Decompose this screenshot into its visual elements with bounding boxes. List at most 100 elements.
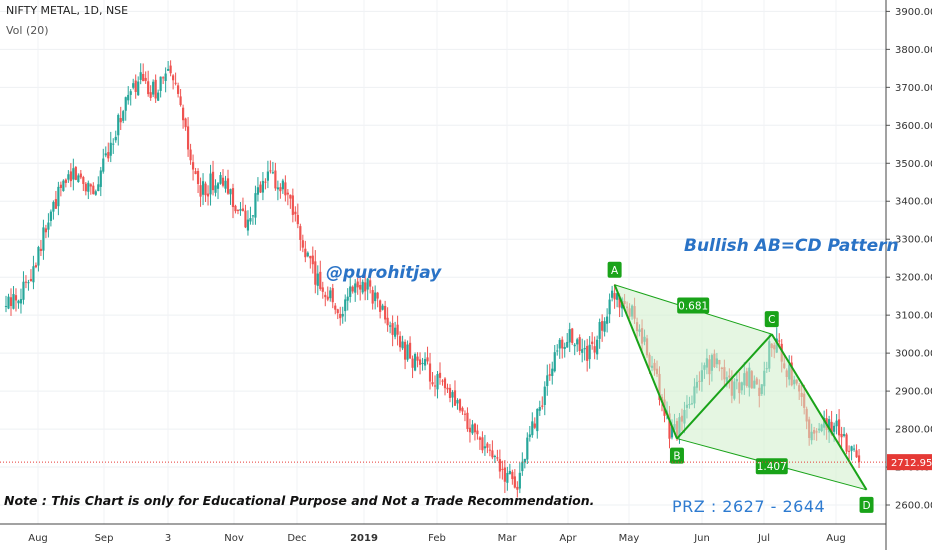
candle-body: [374, 292, 377, 302]
candle-body: [354, 283, 357, 293]
candle-body: [99, 170, 102, 187]
candle-body: [27, 282, 30, 284]
candle-body: [838, 419, 841, 436]
candle-body: [234, 205, 237, 212]
candle-body: [296, 214, 299, 225]
candle-body: [289, 194, 292, 199]
x-tick-label: Aug: [28, 533, 48, 544]
candle-body: [254, 193, 257, 218]
candle-body: [566, 341, 569, 348]
y-tick-label: 3300.00: [895, 235, 932, 246]
candle-body: [835, 420, 838, 427]
candle-body: [319, 271, 322, 289]
pattern-point-b-box: [669, 447, 684, 464]
x-tick-label: Mar: [498, 533, 518, 544]
candle-body: [62, 180, 65, 192]
candle-body: [411, 358, 414, 368]
candle-body: [276, 187, 279, 190]
pattern-title: Bullish AB=CD Pattern: [684, 236, 899, 256]
pattern-point-b-text: B: [673, 451, 680, 463]
candle-body: [196, 170, 200, 184]
candle-body: [361, 281, 364, 293]
disclaimer-note: Note : This Chart is only for Educationa…: [4, 493, 595, 508]
candle-body: [668, 413, 671, 439]
candle-body: [7, 296, 10, 309]
x-tick-label: May: [619, 533, 640, 544]
candle-body: [246, 219, 250, 231]
x-tick-label: Jun: [693, 533, 710, 544]
candle-body: [546, 375, 549, 387]
candle-body: [206, 193, 210, 197]
candle-body: [336, 309, 339, 314]
candle-body: [311, 255, 314, 265]
candle-body: [503, 467, 506, 482]
candle-body: [431, 382, 434, 385]
candle-body: [518, 472, 521, 489]
candle-body: [149, 92, 152, 98]
candle-body: [418, 359, 422, 365]
candle-body: [548, 374, 551, 376]
candle-body: [294, 211, 297, 215]
candle-body: [396, 324, 399, 335]
candle-body: [493, 455, 496, 457]
pattern-fill-abc: [614, 284, 772, 439]
candle-body: [531, 421, 534, 436]
candle-body: [593, 346, 596, 353]
candle-body: [578, 337, 581, 352]
candle-body: [301, 240, 304, 248]
author-handle: @purohitjay: [326, 263, 442, 283]
candle-body: [551, 368, 554, 376]
candle-body: [54, 199, 57, 209]
candle-body: [329, 290, 332, 299]
candle-body: [541, 405, 544, 407]
candle-body: [177, 85, 180, 94]
x-tick-label: Feb: [428, 533, 446, 544]
pattern-point-c-text: C: [768, 314, 775, 326]
candle-body: [433, 385, 437, 387]
candle-body: [17, 300, 20, 304]
candle-body: [386, 317, 389, 326]
candle-body: [157, 92, 160, 101]
candle-body: [249, 218, 252, 222]
candle-body: [563, 346, 566, 349]
candle-body: [598, 322, 601, 339]
candle-body: [511, 471, 514, 480]
candle-body: [453, 390, 457, 406]
candle-body: [34, 265, 38, 268]
candle-body: [174, 82, 177, 84]
candle-body: [491, 450, 494, 458]
candle-body: [216, 183, 220, 189]
candle-body: [394, 327, 397, 337]
candle-body: [199, 185, 202, 197]
candle-body: [167, 68, 170, 71]
candle-body: [309, 255, 312, 259]
candle-body: [406, 344, 409, 360]
candle-body: [127, 94, 130, 101]
candle-body: [498, 459, 501, 472]
candle-body: [558, 339, 561, 349]
x-tick-label: 2019: [350, 533, 378, 544]
candle-body: [466, 412, 469, 429]
candle-body: [164, 73, 167, 81]
candle-body: [847, 450, 851, 452]
x-tick-label: Sep: [95, 533, 114, 544]
candle-body: [219, 175, 222, 184]
candle-body: [261, 180, 265, 193]
candle-body: [69, 171, 72, 182]
candle-body: [29, 278, 33, 282]
candle-body: [364, 282, 367, 292]
candle-body: [67, 174, 70, 180]
candle-body: [521, 461, 524, 472]
candle-body: [506, 472, 509, 483]
candle-body: [269, 170, 272, 172]
y-tick-label: 3700.00: [895, 83, 932, 94]
candle-body: [74, 166, 77, 180]
candle-body: [528, 434, 531, 438]
candle-body: [441, 380, 444, 382]
ratio-abc-text: 0.681: [678, 300, 708, 312]
candle-body: [670, 426, 674, 438]
candle-body: [137, 81, 140, 96]
candle-body: [461, 407, 464, 412]
volume-legend: Vol (20): [6, 24, 49, 37]
